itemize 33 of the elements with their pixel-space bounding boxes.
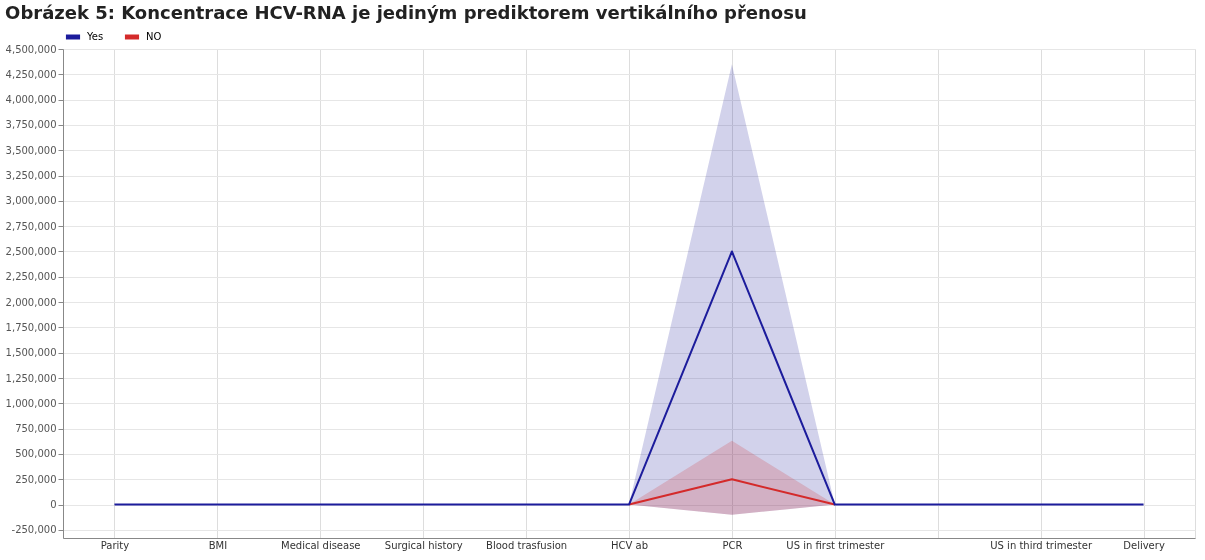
y-tick-label: -250,000 (11, 524, 57, 536)
x-tick-label: Parity (100, 539, 130, 551)
y-tick-label: 2,250,000 (5, 271, 57, 283)
y-tick-label: 250,000 (15, 473, 57, 485)
y-tick-label: 3,750,000 (5, 119, 57, 131)
x-tick-label: HCV ab (611, 539, 648, 551)
y-tick-label: 2,000,000 (5, 296, 57, 308)
y-tick-label: 1,000,000 (5, 397, 57, 409)
y-tick-label: 2,500,000 (5, 245, 57, 257)
legend-label: Yes (86, 31, 104, 42)
y-tick-label: 500,000 (15, 448, 57, 460)
chart-title: Obrázek 5: Koncentrace HCV-RNA je jediným prediktorem vertikálního přenosu (5, 2, 807, 23)
x-tick-label: US in third trimester (990, 539, 1093, 551)
x-tick-label: Medical disease (281, 539, 361, 551)
y-tick-label: 750,000 (15, 423, 57, 435)
y-tick-label: 1,500,000 (5, 347, 57, 359)
y-tick-label: 4,250,000 (5, 68, 57, 80)
x-tick-label: US in first trimester (786, 539, 886, 551)
y-tick-label: 3,250,000 (5, 170, 57, 182)
y-tick-label: 4,000,000 (5, 94, 57, 106)
legend-label: NO (146, 31, 162, 42)
x-tick-label: Blood trasfusion (486, 539, 568, 551)
x-tick-label: Delivery (1123, 539, 1165, 551)
y-tick-label: 1,250,000 (5, 372, 57, 384)
x-tick-label: BMI (208, 539, 228, 551)
x-tick-label: PCR (722, 539, 743, 551)
x-tick-label: Surgical history (384, 539, 463, 551)
y-tick-label: 3,000,000 (5, 195, 57, 207)
y-tick-label: 2,750,000 (5, 220, 57, 232)
y-tick-label: 1,750,000 (5, 321, 57, 333)
y-tick-label: 4,500,000 (5, 43, 57, 55)
y-tick-label: 0 (50, 499, 57, 511)
y-tick-label: 3,500,000 (5, 144, 57, 156)
